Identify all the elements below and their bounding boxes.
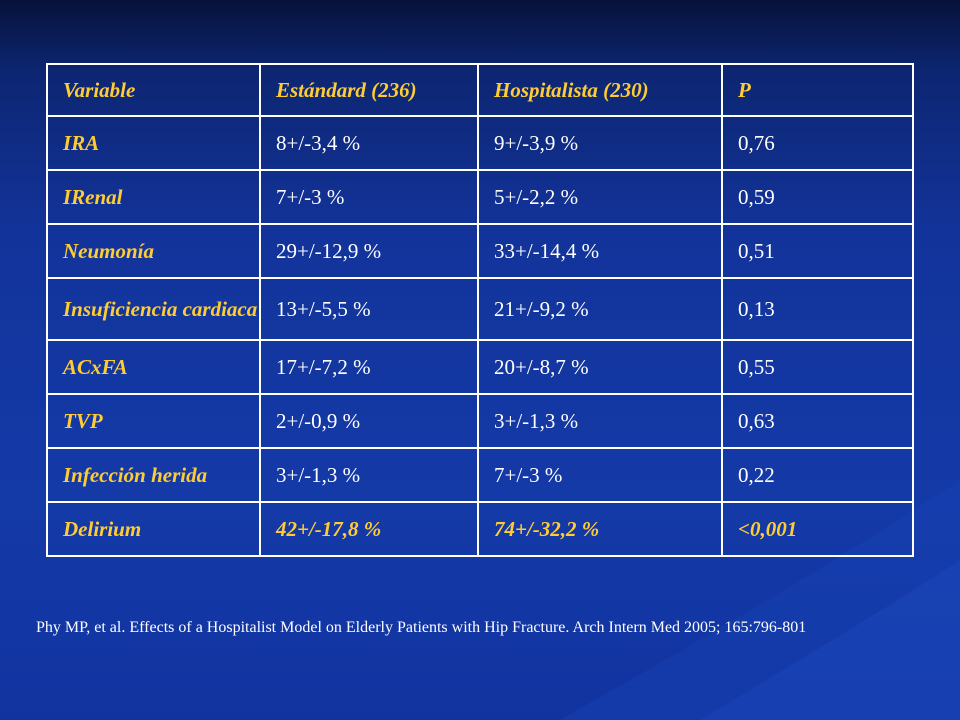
header-hospitalist: Hospitalista (230): [477, 63, 723, 117]
cell-p: 0,59: [721, 169, 914, 225]
header-p: P: [721, 63, 914, 117]
row-label: IRenal: [46, 169, 261, 225]
header-variable: Variable: [46, 63, 261, 117]
table-row: ACxFA 17+/-7,2 % 20+/-8,7 % 0,55: [46, 339, 914, 395]
table-row: Neumonía 29+/-12,9 % 33+/-14,4 % 0,51: [46, 223, 914, 279]
row-label: Insuficiencia cardiaca: [46, 277, 261, 341]
cell-hospitalist: 20+/-8,7 %: [477, 339, 723, 395]
table-header-row: Variable Estándard (236) Hospitalista (2…: [46, 63, 914, 117]
cell-p: 0,13: [721, 277, 914, 341]
row-label: Delirium: [46, 501, 261, 557]
cell-hospitalist: 74+/-32,2 %: [477, 501, 723, 557]
cell-p: 0,63: [721, 393, 914, 449]
cell-p: <0,001: [721, 501, 914, 557]
cell-p: 0,55: [721, 339, 914, 395]
cell-p: 0,22: [721, 447, 914, 503]
table-row: Infección herida 3+/-1,3 % 7+/-3 % 0,22: [46, 447, 914, 503]
cell-standard: 2+/-0,9 %: [259, 393, 479, 449]
table-row: IRenal 7+/-3 % 5+/-2,2 % 0,59: [46, 169, 914, 225]
row-label: ACxFA: [46, 339, 261, 395]
table-row: Delirium 42+/-17,8 % 74+/-32,2 % <0,001: [46, 501, 914, 557]
cell-hospitalist: 3+/-1,3 %: [477, 393, 723, 449]
table-row: TVP 2+/-0,9 % 3+/-1,3 % 0,63: [46, 393, 914, 449]
citation: Phy MP, et al. Effects of a Hospitalist …: [36, 619, 807, 636]
cell-standard: 42+/-17,8 %: [259, 501, 479, 557]
results-table: Variable Estándard (236) Hospitalista (2…: [46, 63, 914, 557]
cell-standard: 17+/-7,2 %: [259, 339, 479, 395]
cell-standard: 29+/-12,9 %: [259, 223, 479, 279]
cell-hospitalist: 21+/-9,2 %: [477, 277, 723, 341]
cell-standard: 3+/-1,3 %: [259, 447, 479, 503]
cell-standard: 13+/-5,5 %: [259, 277, 479, 341]
cell-hospitalist: 33+/-14,4 %: [477, 223, 723, 279]
row-label: Infección herida: [46, 447, 261, 503]
cell-standard: 8+/-3,4 %: [259, 115, 479, 171]
cell-hospitalist: 9+/-3,9 %: [477, 115, 723, 171]
header-standard: Estándard (236): [259, 63, 479, 117]
cell-p: 0,51: [721, 223, 914, 279]
cell-hospitalist: 5+/-2,2 %: [477, 169, 723, 225]
table-row: IRA 8+/-3,4 % 9+/-3,9 % 0,76: [46, 115, 914, 171]
cell-standard: 7+/-3 %: [259, 169, 479, 225]
cell-p: 0,76: [721, 115, 914, 171]
row-label: Neumonía: [46, 223, 261, 279]
cell-hospitalist: 7+/-3 %: [477, 447, 723, 503]
row-label: TVP: [46, 393, 261, 449]
row-label: IRA: [46, 115, 261, 171]
table-row: Insuficiencia cardiaca 13+/-5,5 % 21+/-9…: [46, 277, 914, 341]
